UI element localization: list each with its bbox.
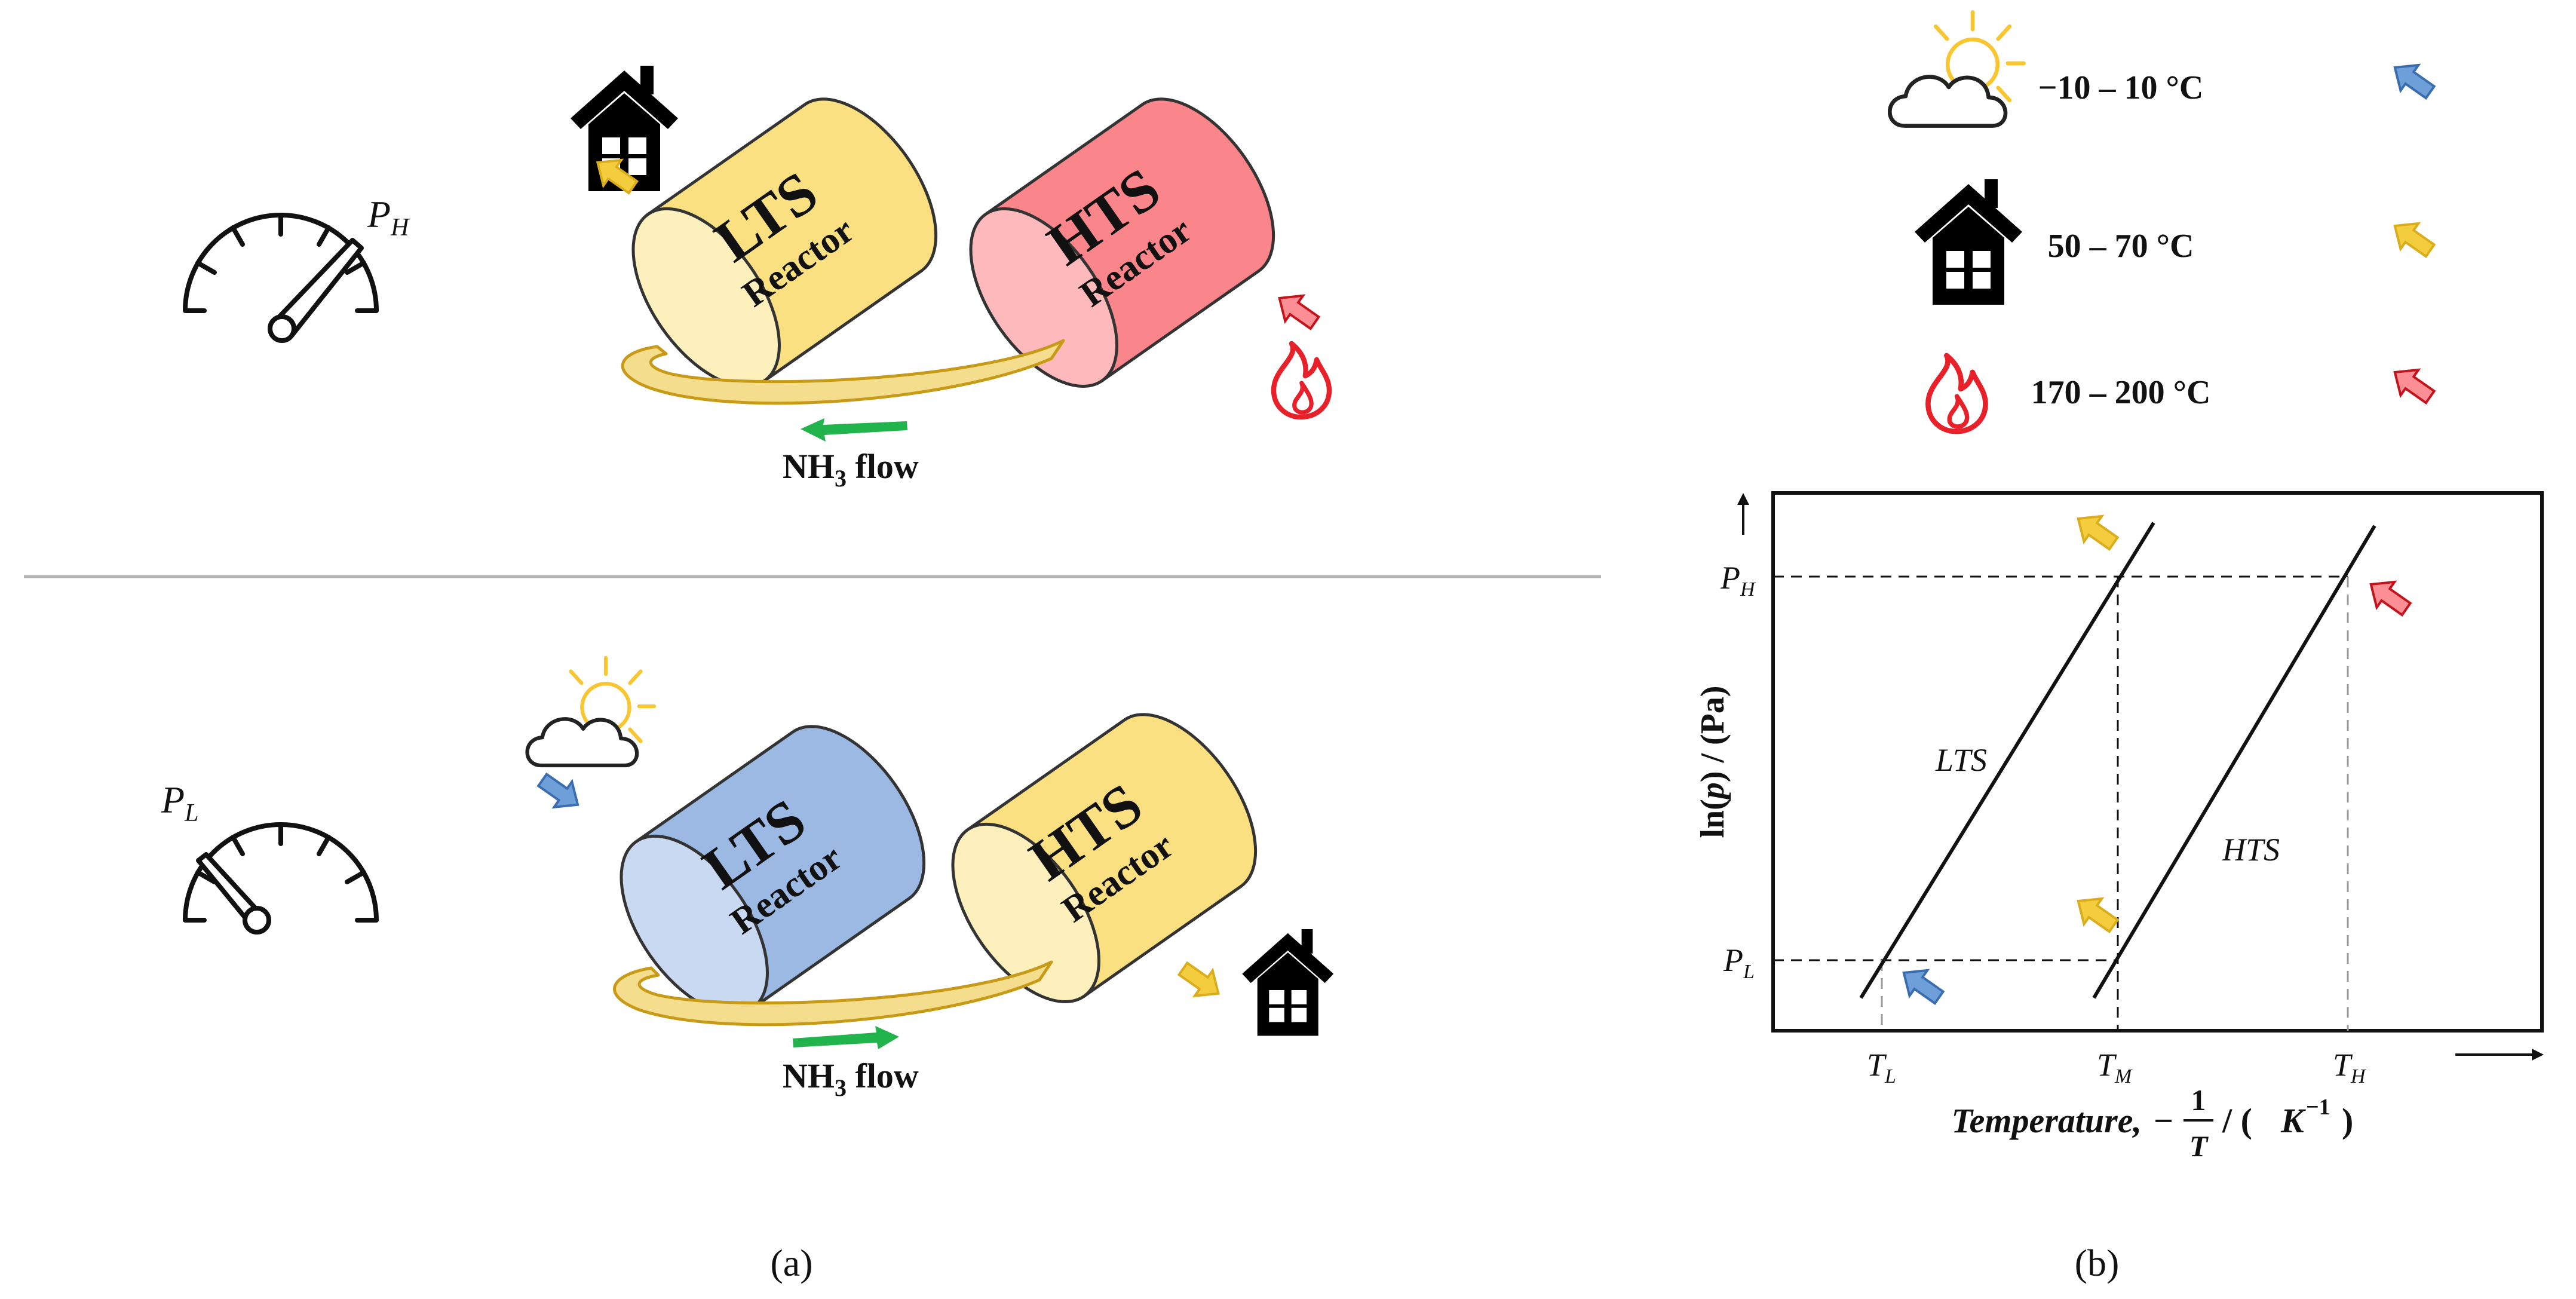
legend-range: −10 – 10 °C: [2038, 69, 2204, 106]
t-high-label: TH: [2333, 1047, 2367, 1087]
svg-text:1: 1: [2191, 1083, 2206, 1117]
x-axis-label: Temperature, − 1 T / ( K −1 ): [1952, 1083, 2354, 1163]
t-mid-label: TM: [2097, 1047, 2133, 1087]
caption-b: (b): [2075, 1242, 2120, 1284]
svg-text:K: K: [2280, 1101, 2306, 1140]
svg-text:−: −: [2154, 1101, 2173, 1140]
weather-icon: [1890, 13, 2023, 126]
pressure-low-label: PL: [161, 779, 198, 827]
lts-line-label: LTS: [1935, 742, 1987, 778]
hts-line-label: HTS: [2222, 832, 2280, 868]
gauge-low-icon: [183, 822, 379, 935]
ammonia-flow-tube: [613, 960, 1053, 1027]
vant-hoff-chart: LTS HTS PH PL TL TM TH ln(p) / (Pa) Temp…: [1694, 491, 2544, 1163]
temperature-legend: −10 – 10 °C 50 – 70 °C 170 – 200 °C: [1890, 13, 2440, 432]
pressure-high-label: PH: [367, 193, 410, 241]
gauge-high-icon: [183, 213, 379, 343]
t-low-label: TL: [1867, 1047, 1896, 1087]
y-axis-label: ln(p) / (Pa): [1694, 685, 1731, 838]
lts-reactor-bottom: LTS Reactor: [620, 725, 926, 1015]
ammonia-flow-tube: [621, 339, 1065, 405]
p-low-label: PL: [1723, 942, 1755, 983]
caption-a: (a): [770, 1242, 812, 1284]
legend-arrow-blue-icon: [2385, 54, 2440, 106]
legend-arrow-red-icon: [2385, 359, 2440, 410]
ambient-heat-arrow-icon: [533, 767, 587, 818]
weather-icon: [528, 658, 654, 765]
lts-equilibrium-line: [1859, 522, 2155, 999]
lts-reactor-top: LTS Reactor: [631, 97, 938, 388]
flow-label: NH3 flow: [783, 447, 919, 492]
flow-direction-arrow-icon: [793, 1026, 899, 1049]
panel-a-top: PH LTS Reactor HTS Reactor NH3 flow: [183, 66, 1329, 492]
legend-range: 50 – 70 °C: [2048, 228, 2194, 265]
house-icon: [1242, 929, 1334, 1036]
chart-frame: [1771, 491, 2544, 1033]
panel-a-bottom: PL LTS Reactor HTS Reactor NH3 flow: [161, 658, 1334, 1101]
legend-arrow-yellow-icon: [2385, 213, 2440, 264]
legend-range: 170 – 200 °C: [2031, 374, 2211, 411]
svg-text:−1: −1: [2306, 1095, 2330, 1120]
flow-label: NH3 flow: [783, 1056, 919, 1101]
svg-text:): ): [2342, 1101, 2353, 1140]
hts-reactor-bottom: HTS Reactor: [951, 713, 1258, 1003]
heat-release-arrow-icon: [1174, 955, 1228, 1007]
heat-input-arrow-icon: [1270, 285, 1324, 336]
hts-equilibrium-line: [2092, 525, 2376, 999]
flame-icon: [1274, 344, 1329, 417]
svg-text:T: T: [2189, 1129, 2209, 1163]
svg-text:Temperature,: Temperature,: [1952, 1101, 2142, 1140]
house-icon: [1915, 179, 2022, 305]
flow-direction-arrow-icon: [801, 418, 907, 442]
svg-text:/ (: / (: [2222, 1101, 2252, 1140]
hts-reactor-top: HTS Reactor: [969, 97, 1275, 388]
p-high-label: PH: [1720, 560, 1756, 601]
flame-icon: [1928, 356, 1985, 431]
